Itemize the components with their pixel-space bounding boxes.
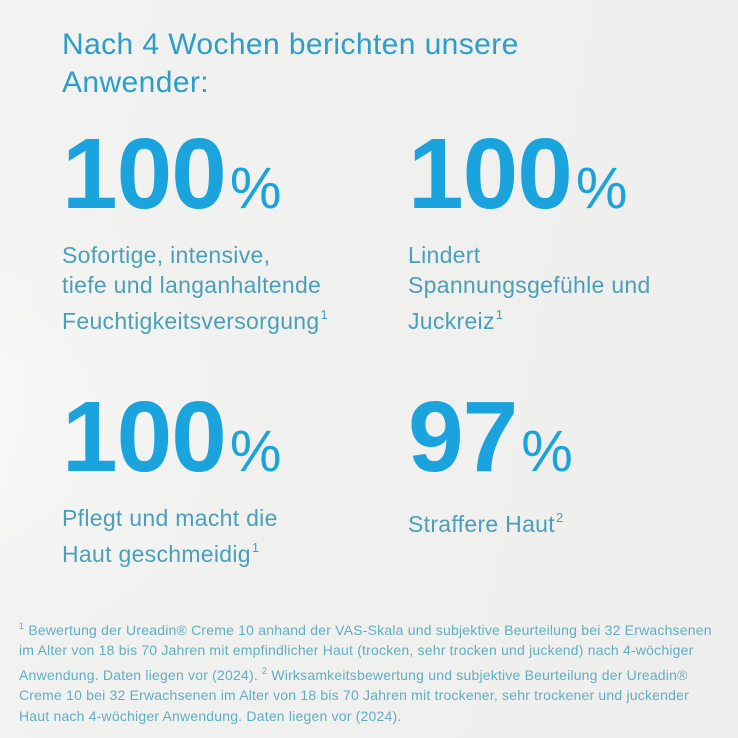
stat-block-moisture: 100 % Sofortige, intensive, tiefe und la… <box>62 118 408 336</box>
percent-sign: % <box>575 156 628 221</box>
footnote-ref: 1 <box>495 307 504 322</box>
percent-sign: % <box>229 156 282 221</box>
stat-value-row: 100 % <box>62 381 408 493</box>
stat-description: Straffere Haut2 <box>408 510 564 537</box>
stat-value: 100 <box>408 118 573 230</box>
footnote-ref: 1 <box>251 540 260 555</box>
stat-block-tension-itch: 100 % Lindert Spannungsgefühle und Juckr… <box>408 118 702 336</box>
stat-value: 100 <box>62 118 227 230</box>
stat-description: Pflegt und macht die Haut geschmeidig1 <box>62 505 278 567</box>
footnote-ref: 2 <box>555 510 564 525</box>
stat-value-row: 100 % <box>408 118 702 230</box>
percent-sign: % <box>521 419 573 484</box>
stats-grid: 100 % Sofortige, intensive, tiefe und la… <box>62 118 702 588</box>
stat-value: 97 <box>408 381 518 493</box>
stat-value: 100 <box>62 381 227 493</box>
footnote-ref: 1 <box>320 307 329 322</box>
page-title: Nach 4 Wochen berichten unsere Anwender: <box>62 28 519 99</box>
stat-description: Lindert Spannungsgefühle und Juckreiz1 <box>408 242 651 334</box>
footnote-2: Wirksamkeitsbewertung und subjektive Beu… <box>19 666 689 724</box>
footnote-marker-1: 1 <box>19 620 25 631</box>
percent-sign: % <box>229 419 282 484</box>
stat-value-row: 97 % <box>408 381 702 493</box>
stat-block-suppleness: 100 % Pflegt und macht die Haut geschmei… <box>62 381 408 588</box>
footnotes-text: 1 Bewertung der Ureadin® Creme 10 anhand… <box>19 616 722 727</box>
stat-block-firmness: 97 % Straffere Haut2 <box>408 381 702 588</box>
stat-description: Sofortige, intensive, tiefe und langanha… <box>62 242 329 334</box>
footnote-marker-2: 2 <box>262 665 268 676</box>
stat-value-row: 100 % <box>62 118 408 230</box>
footnote-1: Bewertung der Ureadin® Creme 10 anhand d… <box>19 621 712 683</box>
